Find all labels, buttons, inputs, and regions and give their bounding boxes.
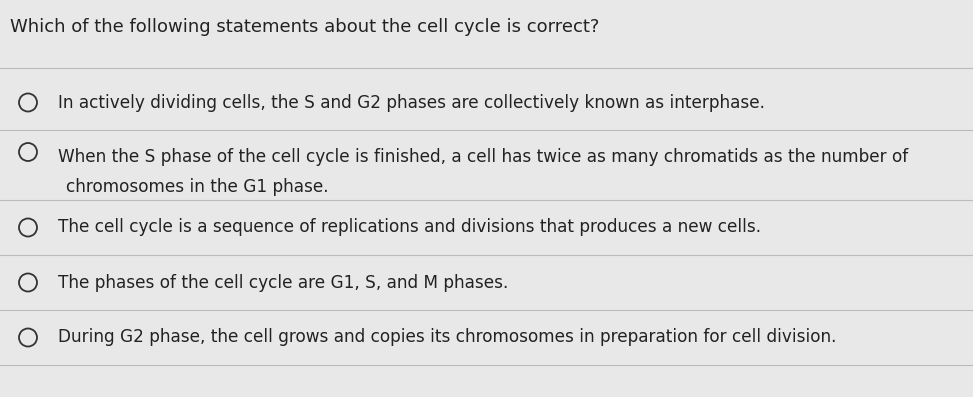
- Text: In actively dividing cells, the S and G2 phases are collectively known as interp: In actively dividing cells, the S and G2…: [58, 94, 765, 112]
- Text: The phases of the cell cycle are G1, S, and M phases.: The phases of the cell cycle are G1, S, …: [58, 274, 508, 291]
- Text: Which of the following statements about the cell cycle is correct?: Which of the following statements about …: [10, 18, 599, 36]
- Text: During G2 phase, the cell grows and copies its chromosomes in preparation for ce: During G2 phase, the cell grows and copi…: [58, 328, 837, 347]
- Text: The cell cycle is a sequence of replications and divisions that produces a new c: The cell cycle is a sequence of replicat…: [58, 218, 761, 237]
- Text: chromosomes in the G1 phase.: chromosomes in the G1 phase.: [66, 178, 329, 196]
- Text: When the S phase of the cell cycle is finished, a cell has twice as many chromat: When the S phase of the cell cycle is fi…: [58, 148, 908, 166]
